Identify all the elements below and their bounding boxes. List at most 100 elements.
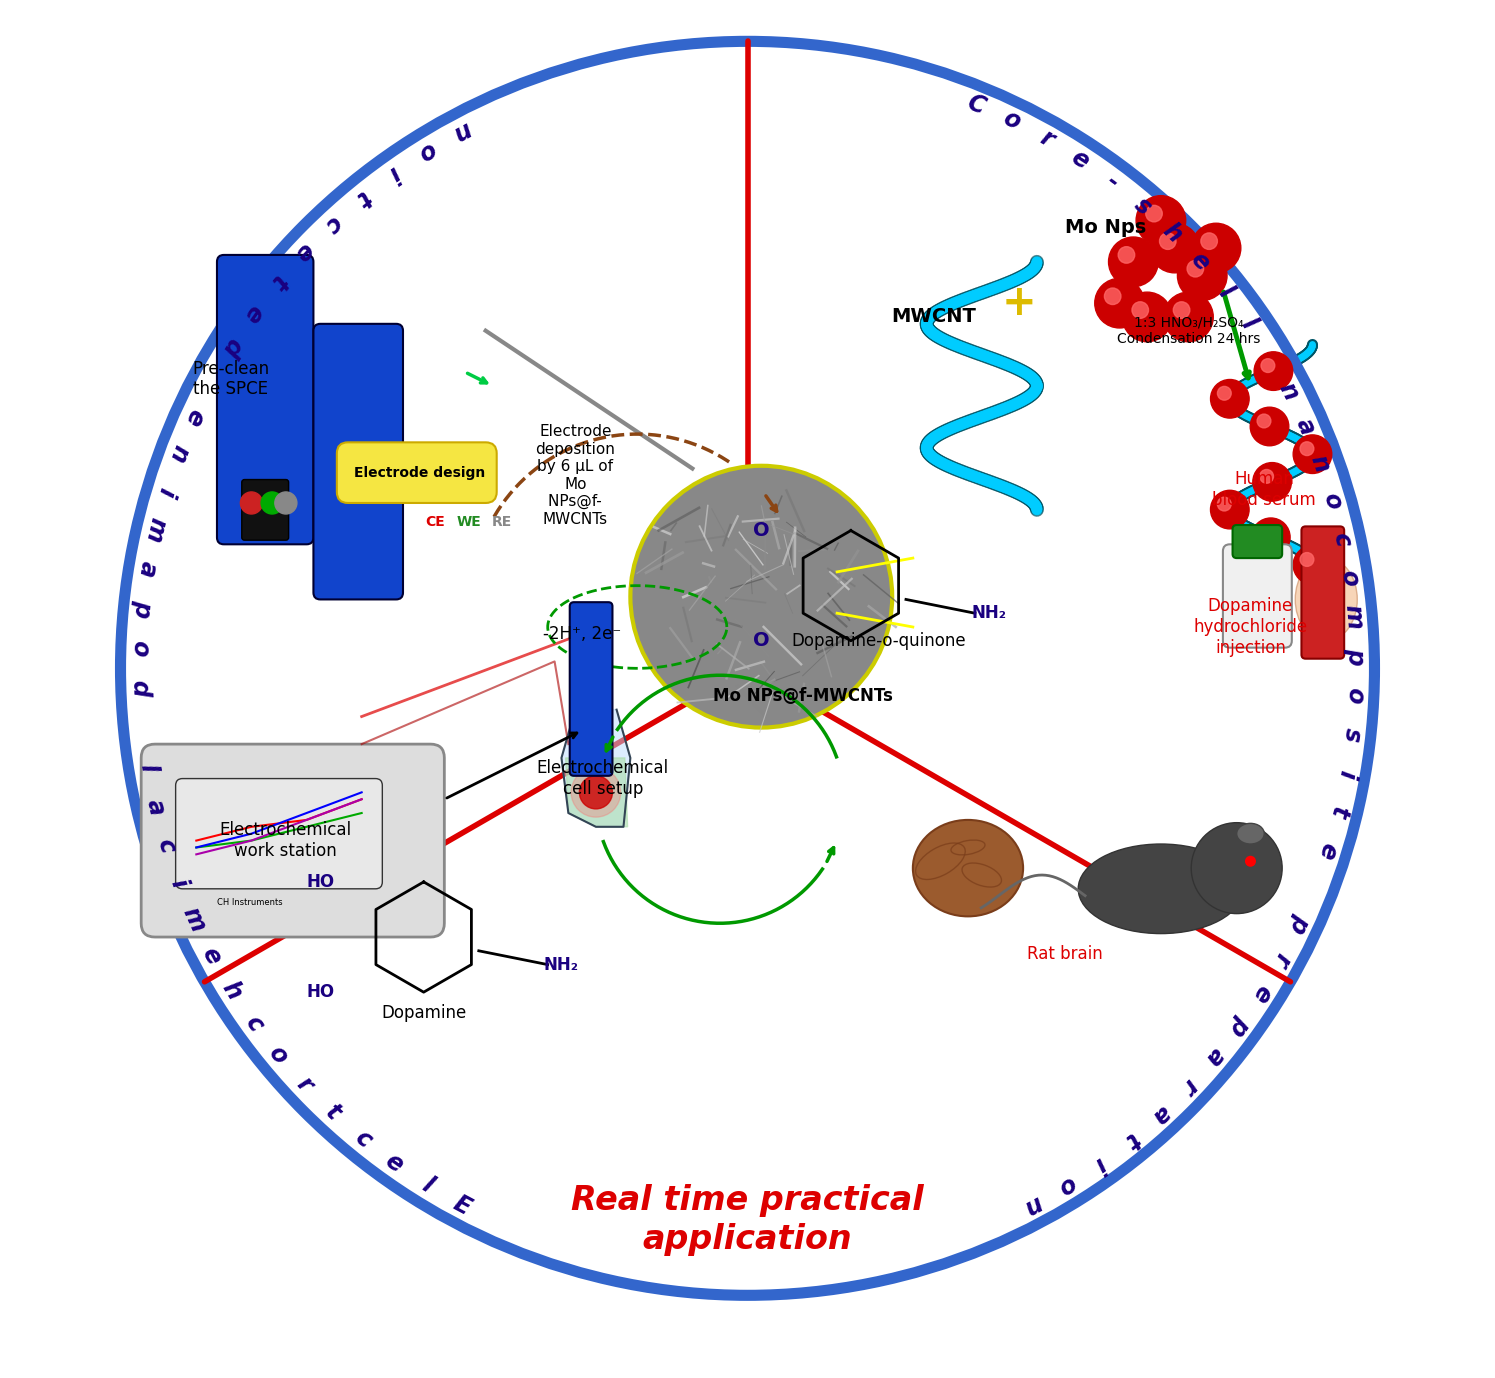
Circle shape [1260,358,1275,372]
Circle shape [275,492,298,514]
Text: O: O [753,521,770,540]
Text: Electrochemical
cell setup: Electrochemical cell setup [537,759,668,798]
Text: Real time practical
application: Real time practical application [571,1185,924,1255]
Text: t: t [1326,805,1351,821]
Text: MWCNT: MWCNT [891,307,976,327]
Text: o: o [1319,489,1346,511]
Text: p: p [1224,1011,1254,1039]
FancyBboxPatch shape [1223,544,1292,648]
Ellipse shape [913,820,1023,916]
Circle shape [1301,553,1314,566]
Text: l: l [1236,313,1260,333]
Text: i: i [384,161,405,186]
Circle shape [580,776,613,809]
FancyBboxPatch shape [314,324,404,599]
Circle shape [1211,491,1250,529]
FancyBboxPatch shape [570,602,613,776]
Text: r: r [1036,125,1057,152]
Circle shape [1293,546,1332,584]
Circle shape [571,768,620,817]
Text: t: t [265,270,290,294]
Text: t: t [350,185,374,211]
Text: d: d [217,333,247,360]
Text: c: c [318,211,345,237]
Circle shape [1259,525,1272,539]
Text: o: o [1343,688,1368,704]
FancyBboxPatch shape [141,744,444,937]
Text: 1:3 HNO₃/H₂SO₄
Condensation 24 hrs: 1:3 HNO₃/H₂SO₄ Condensation 24 hrs [1117,316,1260,346]
Circle shape [1108,237,1159,287]
Text: e: e [179,405,208,429]
Ellipse shape [1078,843,1244,934]
Text: -: - [1102,169,1123,194]
Text: o: o [127,639,152,657]
Circle shape [631,466,893,728]
Text: c: c [1329,529,1354,548]
Text: o: o [414,136,441,165]
Text: Dopamine: Dopamine [381,1003,466,1022]
Circle shape [1163,292,1214,342]
Circle shape [1200,233,1217,249]
Text: m: m [178,904,209,936]
Text: Human
blood serum: Human blood serum [1212,470,1316,508]
Text: s: s [1130,193,1156,220]
Text: n: n [164,441,193,466]
Text: Mo Nps: Mo Nps [1064,218,1147,237]
Circle shape [1250,407,1289,445]
Text: -2H⁺, 2e⁻: -2H⁺, 2e⁻ [543,624,622,644]
Text: c: c [152,835,179,856]
Circle shape [1253,463,1292,502]
Text: +: + [1002,282,1036,324]
Circle shape [1160,233,1177,249]
Text: a: a [142,796,169,817]
Text: Electrode design: Electrode design [354,466,486,480]
Text: e: e [381,1149,408,1178]
FancyBboxPatch shape [175,779,383,889]
Text: r: r [1177,1073,1202,1098]
Text: m: m [141,515,170,544]
FancyBboxPatch shape [1302,526,1344,659]
Text: WE: WE [457,515,481,529]
Circle shape [1217,497,1232,511]
Circle shape [1217,386,1232,400]
Text: o: o [1337,568,1362,587]
Circle shape [1094,278,1144,328]
Text: o: o [999,106,1024,135]
Text: e: e [1067,145,1093,174]
Text: e: e [197,943,226,969]
Text: Mo NPs@​f-MWCNTs: Mo NPs@​f-MWCNTs [713,686,893,706]
Text: t: t [1120,1127,1144,1153]
Text: HO: HO [306,983,335,1002]
Text: m: m [1341,604,1366,630]
Text: CH Instruments: CH Instruments [217,898,283,907]
Text: n: n [1307,451,1334,475]
Circle shape [1178,251,1227,300]
Text: l: l [135,762,160,773]
Text: l: l [1212,281,1236,302]
Circle shape [1192,823,1283,914]
Text: Dopamine-o-quinone: Dopamine-o-quinone [791,631,966,650]
Circle shape [1105,288,1121,305]
Text: p: p [1344,648,1368,664]
Circle shape [1257,413,1271,427]
Text: Electrode
deposition
by 6 μL of
Mo
NPs@​f-
MWCNTs: Electrode deposition by 6 μL of Mo NPs@​… [535,424,614,526]
Circle shape [1192,223,1241,273]
Text: d: d [127,679,152,697]
Text: NH₂: NH₂ [972,604,1006,623]
Text: E: E [448,1191,475,1220]
Text: c: c [350,1126,375,1153]
Text: o: o [263,1040,293,1069]
Text: C: C [963,90,988,119]
Text: NH₂: NH₂ [544,955,579,974]
Text: l: l [417,1173,437,1197]
Text: o: o [1054,1171,1081,1200]
Circle shape [1260,470,1274,484]
Polygon shape [565,758,628,827]
Circle shape [1187,260,1203,277]
Text: r: r [292,1072,317,1097]
Circle shape [1123,292,1172,342]
Text: i: i [152,484,178,499]
Circle shape [1251,518,1290,557]
Text: i: i [166,875,191,892]
Text: RE: RE [492,515,513,529]
